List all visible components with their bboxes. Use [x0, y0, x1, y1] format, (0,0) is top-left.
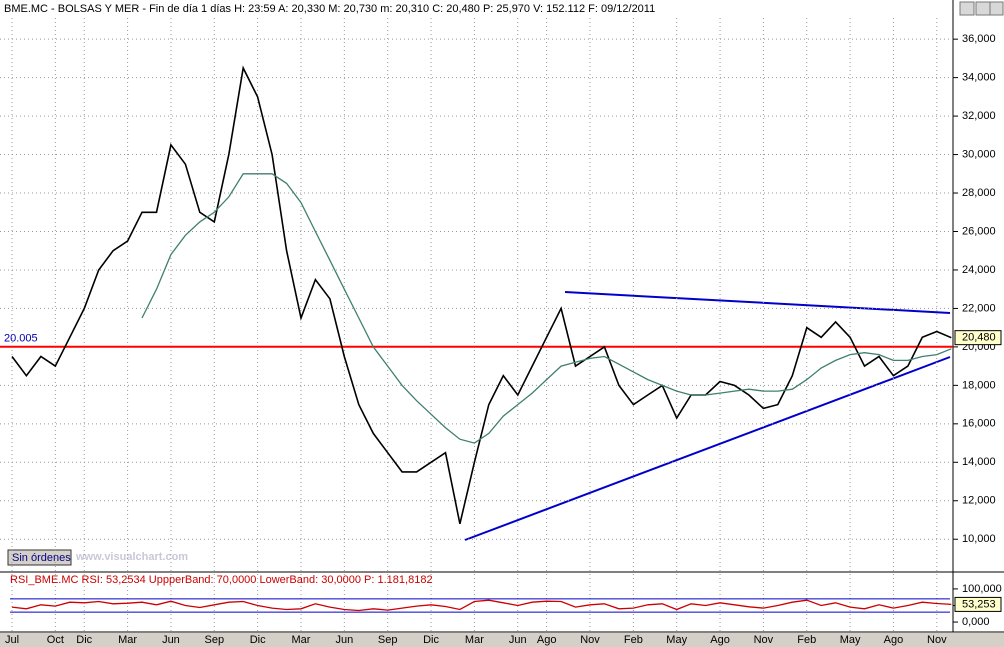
- y-tick-label: 34,000: [962, 72, 996, 84]
- last-value-box: [954, 330, 1002, 346]
- y-tick-label: 12,000: [962, 495, 996, 507]
- x-tick-label: May: [666, 634, 687, 646]
- x-tick-label: Dic: [250, 634, 266, 646]
- trendline: [464, 356, 951, 541]
- y-tick-label: 16,000: [962, 418, 996, 430]
- y-tick-label: 28,000: [962, 187, 996, 199]
- x-tick-label: Nov: [927, 634, 947, 646]
- y-tick-label: 26,000: [962, 225, 996, 237]
- last-value-label: 53,253: [962, 598, 996, 610]
- y-tick-label: 18,000: [962, 379, 996, 391]
- orders-button-label[interactable]: Sin órdenes: [12, 552, 71, 564]
- last-value-label: 20,480: [962, 332, 996, 344]
- y-tick-label: 24,000: [962, 264, 996, 276]
- x-tick-label: Sep: [205, 634, 225, 646]
- y-tick-label: 100,000: [962, 583, 1002, 595]
- y-tick-label: 22,000: [962, 302, 996, 314]
- last-value-box: [954, 596, 1002, 612]
- y-tick-label: 14,000: [962, 456, 996, 468]
- window-button[interactable]: [959, 1, 975, 16]
- x-tick-label: Mar: [465, 634, 484, 646]
- reference-label: 20.005: [4, 333, 38, 345]
- x-tick-label: Ago: [537, 634, 557, 646]
- x-axis-bar: [0, 633, 1004, 647]
- x-tick-label: Feb: [624, 634, 643, 646]
- window-button[interactable]: [975, 1, 991, 16]
- trendline: [564, 291, 951, 314]
- x-tick-label: May: [840, 634, 861, 646]
- y-tick-label: 30,000: [962, 148, 996, 160]
- y-tick-label: 36,000: [962, 33, 996, 45]
- y-tick-label: 10,000: [962, 533, 996, 545]
- x-tick-label: Feb: [797, 634, 816, 646]
- x-tick-label: Nov: [754, 634, 774, 646]
- header-title: BME.MC - BOLSAS Y MER - Fin de día 1 día…: [4, 3, 655, 15]
- x-tick-label: Sep: [378, 634, 398, 646]
- x-tick-label: Jun: [509, 634, 527, 646]
- panel-title: RSI_BME.MC RSI: 53,2534 UppperBand: 70,0…: [10, 574, 433, 586]
- header-bar: [0, 0, 953, 18]
- x-tick-label: Ago: [710, 634, 730, 646]
- x-tick-label: Jun: [335, 634, 353, 646]
- x-tick-label: Jun: [162, 634, 180, 646]
- x-tick-label: Jul: [5, 634, 19, 646]
- x-tick-label: Nov: [580, 634, 600, 646]
- x-tick-label: Mar: [118, 634, 137, 646]
- series-line: [11, 599, 952, 612]
- x-tick-label: Ago: [884, 634, 904, 646]
- x-tick-label: Dic: [76, 634, 92, 646]
- x-tick-label: Mar: [292, 634, 311, 646]
- y-tick-label: 0,000: [962, 616, 990, 628]
- series-line: [11, 65, 952, 524]
- series-line: [141, 173, 952, 444]
- orders-button[interactable]: [7, 549, 72, 566]
- y-tick-label: 32,000: [962, 110, 996, 122]
- watermark: www.visualchart.com: [75, 551, 188, 563]
- x-tick-label: Oct: [47, 634, 64, 646]
- x-tick-label: Dic: [423, 634, 439, 646]
- window-button[interactable]: [989, 1, 1004, 16]
